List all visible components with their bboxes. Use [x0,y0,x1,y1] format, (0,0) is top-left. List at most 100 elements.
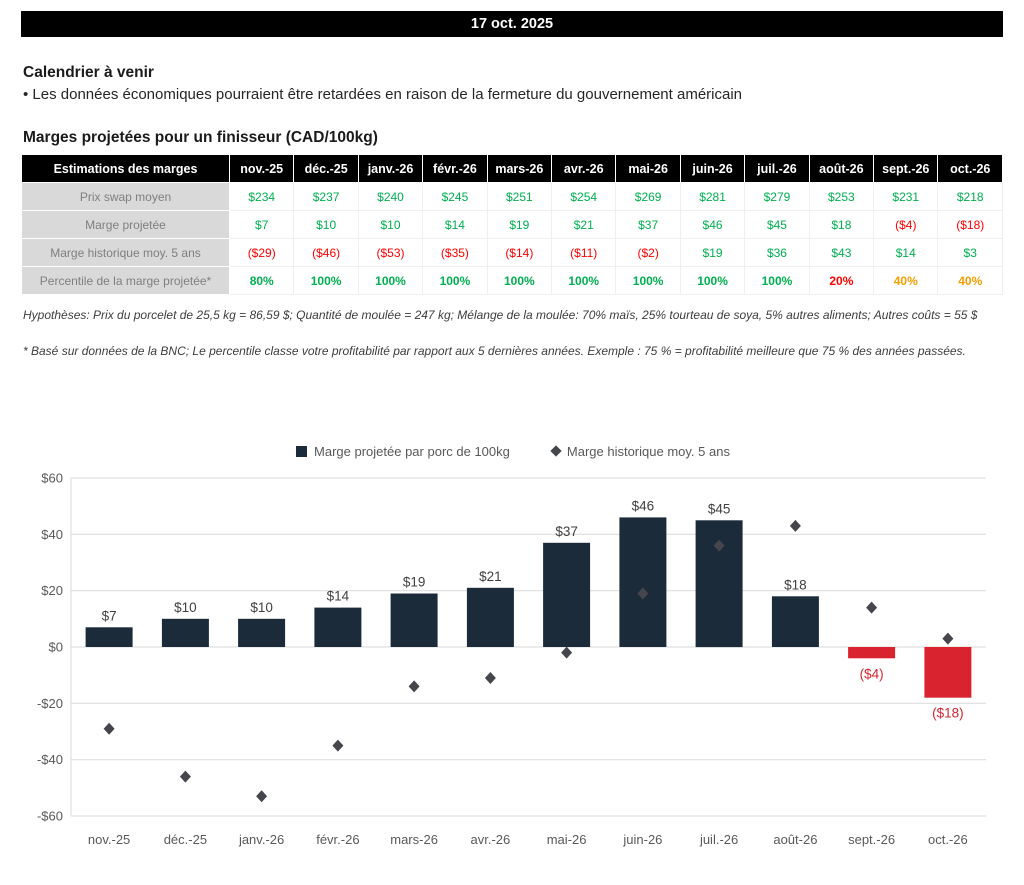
bar-value-label: $19 [403,575,426,590]
table-row: Marge historique moy. 5 ans ($29) ($46) ($5… [21,238,1003,267]
legend-item-diamond: Marge historique moy. 5 ans [550,443,730,459]
margin-chart: Marge projetée par porc de 100kg Marge h… [21,442,1005,855]
date-header-bar: 17 oct. 2025 [21,11,1003,37]
table-cell: $10 [293,210,359,239]
table-cell: $36 [744,238,810,267]
col-header-month: nov.-25 [228,154,295,183]
row-label: Marge historique moy. 5 ans [21,238,230,267]
bar-value-label: $10 [250,600,273,615]
bar [390,593,438,647]
bar-value-label: $21 [479,569,502,584]
legend-label-diamond: Marge historique moy. 5 ans [566,443,730,459]
col-header-month: févr.-26 [422,154,488,183]
legend-item-bar: Marge projetée par porc de 100kg [296,444,510,459]
table-cell: ($14) [486,238,553,267]
table-row: Percentile de la marge projetée* 80% 100% 1… [21,266,1003,295]
col-header-month: avr.-26 [551,154,617,183]
x-tick-label: oct.-26 [928,832,968,847]
bar [238,618,286,647]
assumptions-note: Hypothèses: Prix du porcelet de 25,5 kg … [23,308,978,322]
legend-label-bar: Marge projetée par porc de 100kg [314,443,510,459]
diamond-marker [103,722,115,735]
x-tick-label: mai-26 [547,832,587,847]
diamond-marker [637,587,649,600]
diamond-marker [256,790,268,803]
diamond-marker [408,680,420,693]
y-tick-label: $60 [41,471,63,486]
x-tick-label: avr.-26 [471,832,511,847]
table-cell: 20% [808,266,875,295]
table-cell: ($35) [422,238,488,267]
bar-value-label: ($18) [932,706,964,721]
table-cell: $46 [679,210,746,239]
table-header-row: Estimations des marges nov.-25 déc.-25 janv… [21,154,1003,183]
col-header-month: déc.-25 [293,154,359,183]
bar [314,607,362,647]
table-cell: $240 [357,182,424,211]
bar-value-label: ($4) [860,666,884,681]
table-cell: $45 [744,210,810,239]
table-cell: $237 [293,182,359,211]
bar-value-label: $7 [102,608,117,623]
table-cell: 100% [293,266,359,295]
table-cell: $7 [228,210,295,239]
bar [695,520,743,648]
table-cell: $281 [679,182,746,211]
diamond-marker [942,632,954,645]
table-cell: $37 [615,210,681,239]
row-label: Percentile de la marge projetée* [21,266,230,295]
diamond-marker [713,539,725,552]
table-cell: 100% [744,266,810,295]
diamond-marker [179,770,191,783]
table-cell: $234 [228,182,295,211]
x-tick-label: août-26 [773,832,817,847]
col-header-month: sept.-26 [873,154,939,183]
col-header-month: août-26 [808,154,875,183]
table-cell: $21 [551,210,617,239]
x-tick-label: déc.-25 [164,832,207,847]
table-cell: $254 [551,182,617,211]
table-cell: $43 [808,238,875,267]
table-cell: 100% [486,266,553,295]
x-tick-label: nov.-25 [88,832,130,847]
table-cell: ($46) [293,238,359,267]
row-label: Prix swap moyen [21,182,230,211]
bar [543,542,591,647]
bar-value-label: $46 [632,498,655,513]
calendar-heading: Calendrier à venir [23,64,154,81]
y-tick-label: $20 [41,583,63,598]
table-cell: 100% [615,266,681,295]
calendar-bullet: • Les données économiques pourraient êtr… [23,86,743,103]
y-tick-label: $40 [41,527,63,542]
col-header-month: juil.-26 [744,154,810,183]
table-cell: 40% [937,266,1003,295]
margins-table-head: Estimations des marges nov.-25 déc.-25 janv… [21,154,1003,183]
table-cell: $253 [808,182,875,211]
bar [85,627,133,647]
x-tick-label: juin-26 [622,832,662,847]
table-cell: $14 [422,210,488,239]
bar [161,618,209,647]
row-label: Marge projetée [21,210,230,239]
table-cell: $10 [357,210,424,239]
margins-table-body: Prix swap moyen $234 $237 $240 $245 $251 $254 $… [21,182,1003,295]
x-tick-label: févr.-26 [316,832,359,847]
diamond-marker [484,672,496,684]
table-cell: 100% [551,266,617,295]
report-page: 17 oct. 2025 Calendrier à venir • Les do… [21,11,1005,855]
bar [771,596,819,647]
bar [848,647,896,659]
table-cell: ($29) [228,238,295,267]
bar-value-label: $14 [327,589,350,604]
table-cell: 100% [357,266,424,295]
x-tick-label: sept.-26 [848,832,895,847]
table-cell: $245 [422,182,488,211]
x-tick-label: mars-26 [390,832,438,847]
report-date: 17 oct. 2025 [470,16,554,32]
col-header-month: mars-26 [486,154,553,183]
table-cell: ($4) [873,210,939,239]
table-row: Marge projetée $7 $10 $10 $14 $19 $21 $37 $46 $45… [21,210,1003,239]
table-cell: $279 [744,182,810,211]
col-header-month: juin-26 [679,154,746,183]
diamond-marker [332,739,344,752]
